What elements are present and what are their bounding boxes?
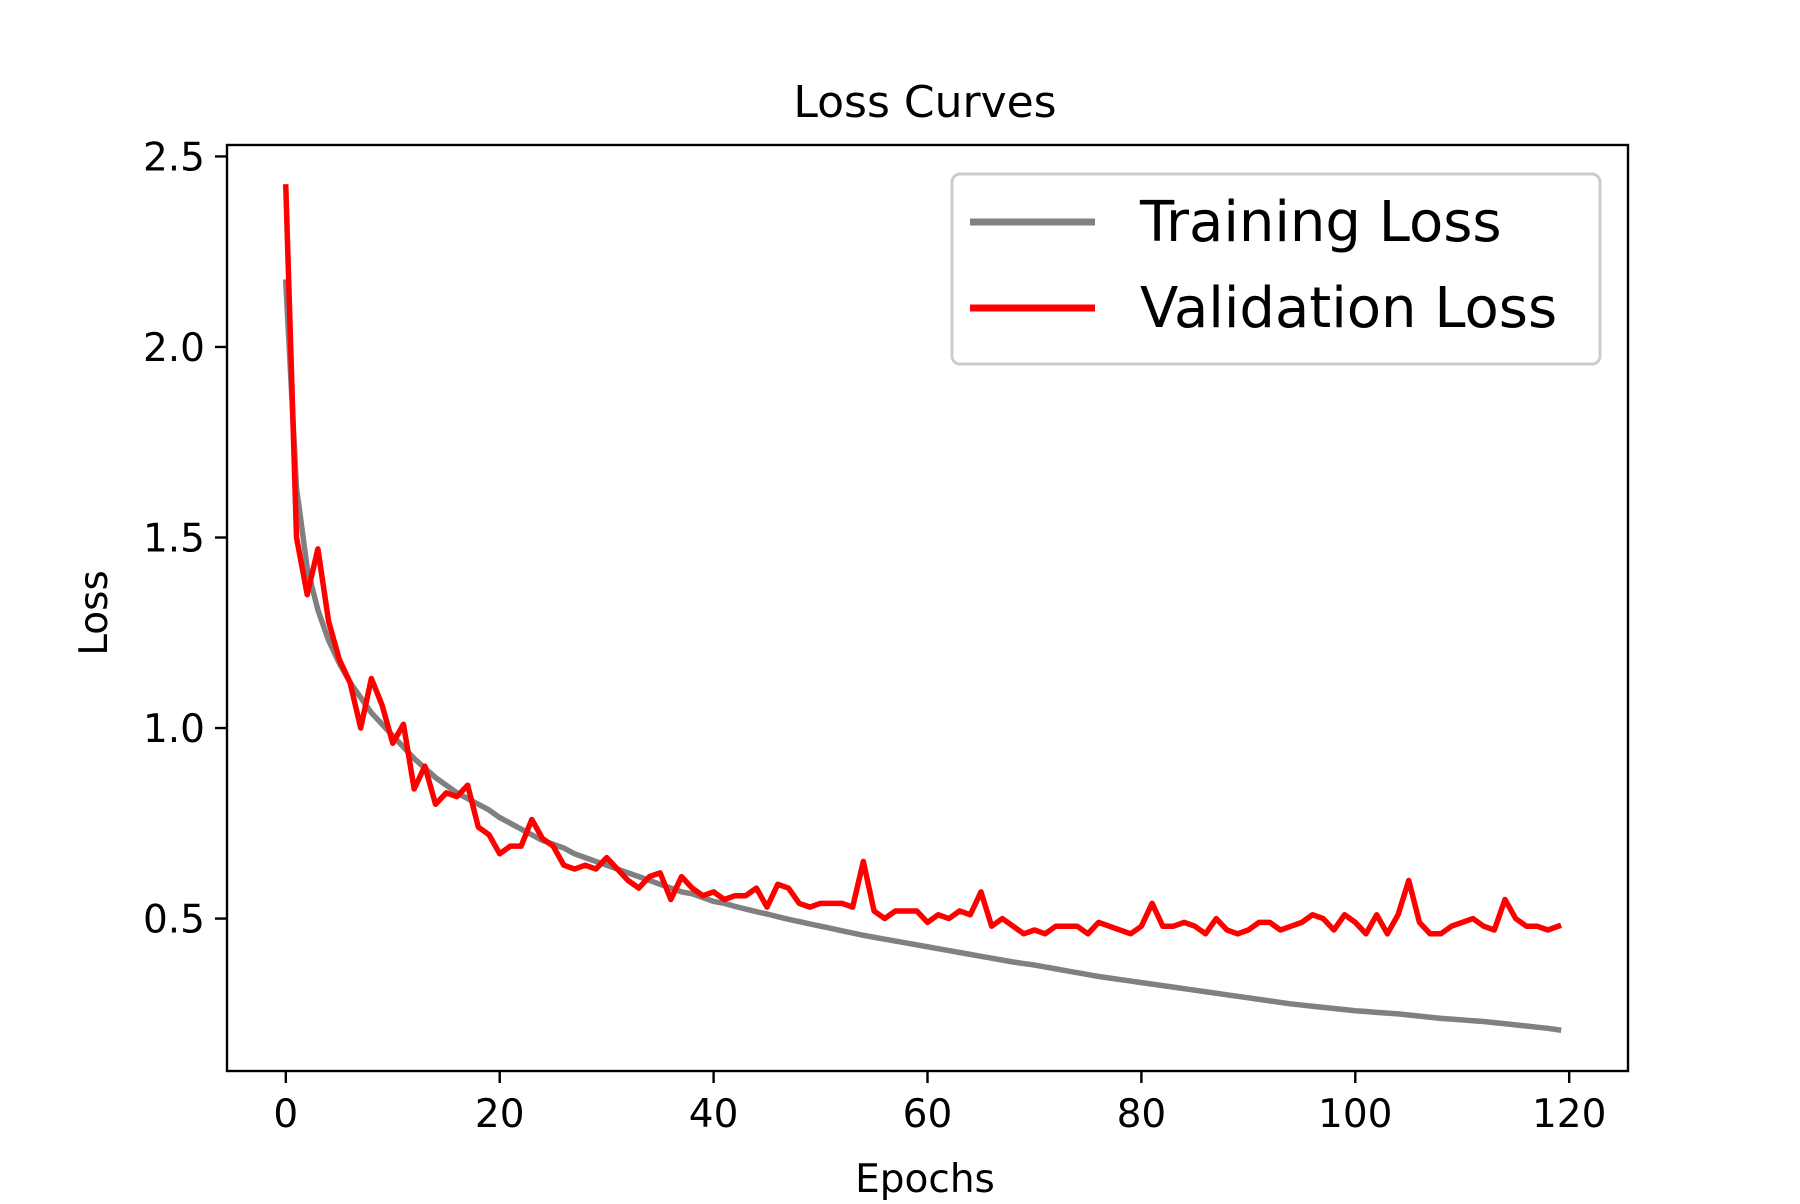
x-tick-label: 60	[903, 1092, 953, 1137]
legend-label-validation-loss: Validation Loss	[1140, 276, 1557, 341]
y-tick-label: 0.5	[143, 898, 205, 943]
series-line-validation-loss	[282, 184, 1562, 937]
x-tick-label: 0	[273, 1092, 298, 1137]
y-ticks-group: 0.5 1.0 1.5 2.0 2.5	[143, 135, 227, 943]
chart-title: Loss Curves	[793, 77, 1056, 128]
x-axis-label: Epochs	[855, 1157, 995, 1200]
legend-label-training-loss: Training Loss	[1139, 190, 1502, 255]
y-tick-label: 2.5	[143, 135, 205, 180]
y-axis-label: Loss	[72, 570, 117, 656]
legend-box	[950, 172, 1602, 366]
y-tick-label: 1.0	[143, 707, 205, 752]
x-tick-label: 80	[1117, 1092, 1167, 1137]
y-tick-label: 1.5	[143, 517, 205, 562]
y-tick-label: 2.0	[143, 326, 205, 371]
series-line-training-loss	[282, 279, 1562, 1033]
x-tick-label: 20	[475, 1092, 525, 1137]
x-tick-label: 100	[1318, 1092, 1392, 1137]
x-ticks-group: 0 20 40 60 80 100 120	[273, 1071, 1606, 1137]
series-group	[282, 184, 1562, 1033]
legend: Training Loss Validation Loss	[950, 172, 1602, 366]
x-tick-label: 40	[689, 1092, 739, 1137]
x-tick-label: 120	[1532, 1092, 1606, 1137]
